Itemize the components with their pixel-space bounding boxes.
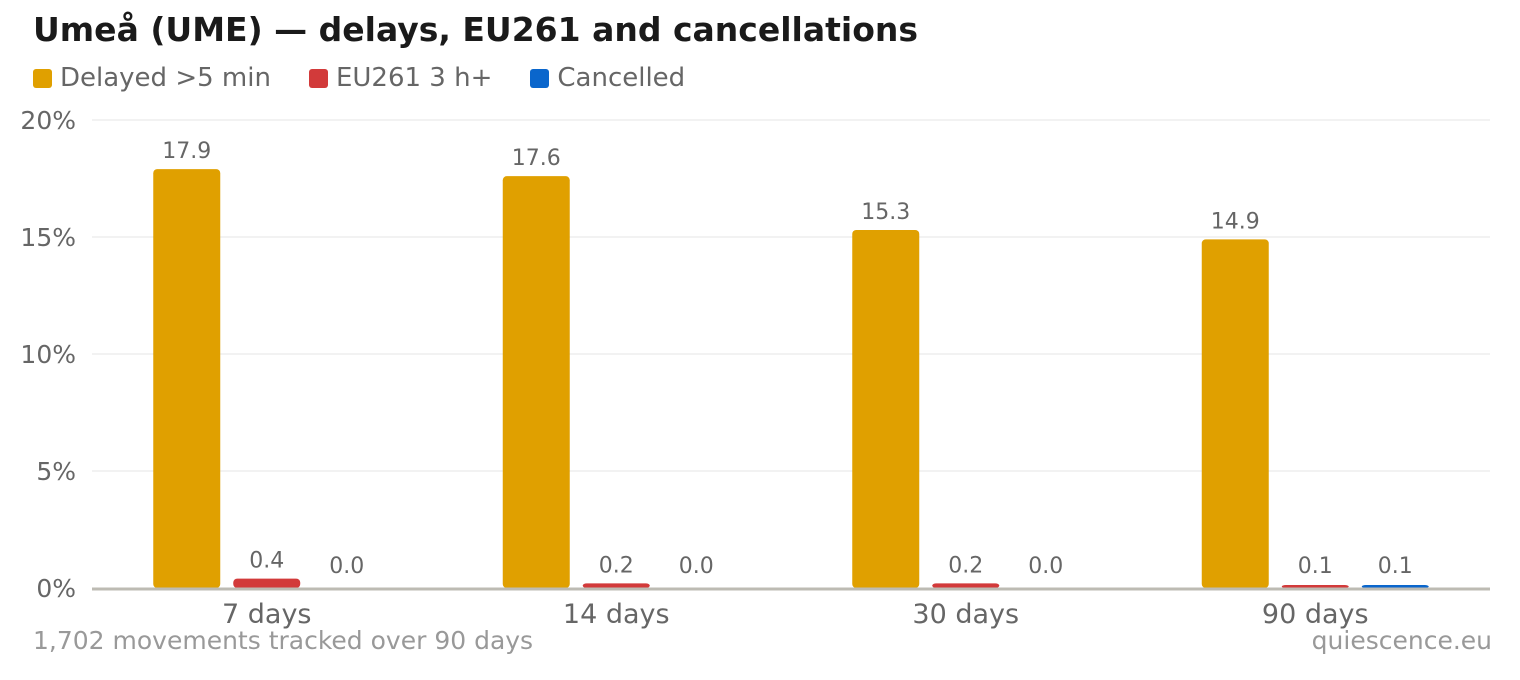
- legend-swatch-eu261: [308, 68, 328, 88]
- data-label: 0.4: [249, 549, 284, 574]
- footer-note: 1,702 movements tracked over 90 days: [33, 626, 534, 655]
- x-tick-label: 90 days: [1262, 599, 1369, 630]
- x-tick-label: 7 days: [222, 599, 312, 630]
- bar: [1361, 585, 1429, 588]
- bar: [502, 176, 570, 588]
- data-label: 17.6: [512, 146, 561, 171]
- data-label: 0.2: [599, 553, 634, 578]
- x-tick-label: 30 days: [912, 599, 1019, 630]
- y-tick-label: 10%: [20, 340, 76, 369]
- y-tick-label: 20%: [20, 106, 76, 135]
- legend-item-delayed: Delayed >5 min: [33, 63, 271, 93]
- data-label: 0.0: [679, 554, 714, 579]
- data-label: 0.1: [1298, 554, 1333, 579]
- bar: [233, 578, 301, 588]
- chart-legend: Delayed >5 min EU261 3 h+ Cancelled: [33, 60, 723, 96]
- legend-item-cancelled: Cancelled: [530, 63, 685, 93]
- legend-label-cancelled: Cancelled: [557, 63, 686, 93]
- chart-title: Umeå (UME) — delays, EU261 and cancellat…: [33, 10, 919, 49]
- data-label: 0.1: [1378, 554, 1413, 579]
- legend-label-eu261: EU261 3 h+: [335, 63, 493, 93]
- legend-swatch-cancelled: [530, 68, 550, 88]
- x-tick-label: 14 days: [563, 599, 670, 630]
- y-tick-label: 15%: [20, 223, 76, 252]
- legend-label-delayed: Delayed >5 min: [60, 63, 271, 93]
- bar: [153, 169, 221, 588]
- data-label: 0.0: [1028, 554, 1063, 579]
- legend-swatch-delayed: [33, 68, 52, 88]
- bar: [582, 583, 650, 588]
- y-tick-label: 5%: [36, 457, 76, 486]
- data-label: 0.2: [948, 553, 983, 578]
- bar: [1281, 585, 1349, 588]
- bar: [852, 229, 920, 589]
- bar: [932, 583, 1000, 588]
- data-label: 15.3: [861, 200, 910, 225]
- footer-source: quiescence.eu: [1311, 626, 1492, 655]
- y-tick-label: 0%: [36, 574, 76, 603]
- data-label: 17.9: [162, 139, 211, 164]
- bar: [1201, 239, 1269, 588]
- legend-item-eu261: EU261 3 h+: [308, 63, 493, 93]
- data-label: 14.9: [1211, 209, 1260, 234]
- data-label: 0.0: [329, 554, 364, 579]
